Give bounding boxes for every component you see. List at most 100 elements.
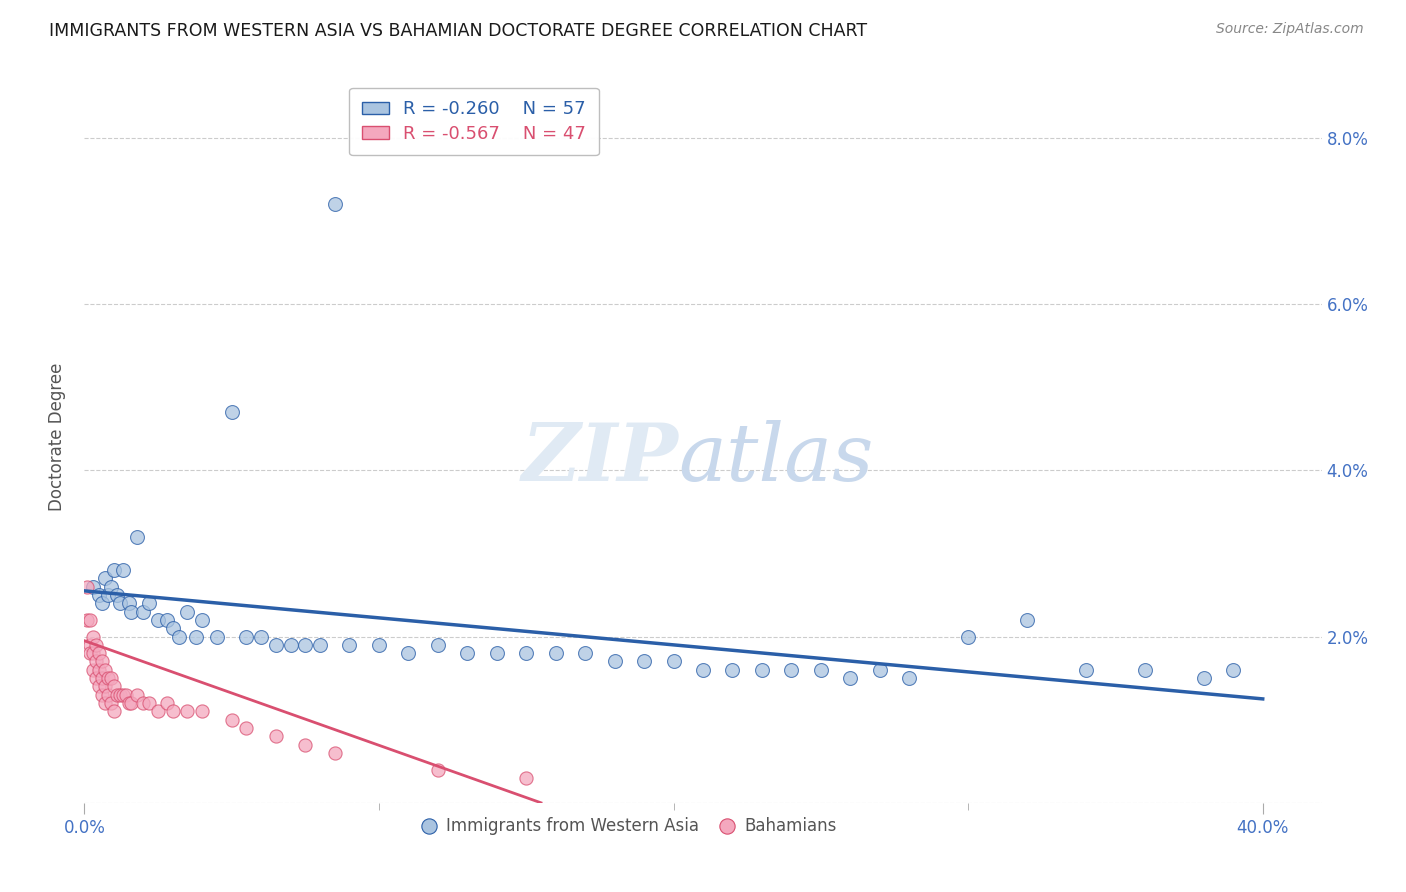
Point (111, 563, 134, 577)
Point (121, 605, 143, 619)
Point (91, 655, 114, 669)
Point (662, 655, 685, 669)
Point (898, 671, 921, 685)
Point (264, 638, 287, 652)
Point (117, 696, 139, 710)
Point (117, 596, 139, 610)
Point (426, 638, 449, 652)
Point (103, 563, 125, 577)
Point (111, 688, 134, 702)
Point (544, 646, 567, 660)
Point (91, 671, 114, 685)
Point (79, 613, 101, 627)
Point (146, 613, 169, 627)
Point (574, 646, 596, 660)
Point (121, 696, 143, 710)
Text: atlas: atlas (678, 420, 873, 498)
Point (339, 638, 361, 652)
Point (138, 596, 160, 610)
Point (162, 621, 184, 635)
Point (94, 680, 117, 694)
Point (1192, 671, 1215, 685)
Point (84, 671, 107, 685)
Point (1133, 663, 1156, 677)
Point (76, 613, 98, 627)
Point (264, 729, 287, 743)
Point (127, 530, 149, 544)
Point (294, 638, 316, 652)
Point (323, 746, 346, 760)
Text: ZIP: ZIP (522, 420, 678, 498)
Point (146, 705, 169, 719)
Point (235, 630, 257, 644)
Point (97, 588, 120, 602)
Point (869, 663, 891, 677)
Point (138, 696, 160, 710)
Point (87, 663, 110, 677)
Point (82, 630, 104, 644)
Point (84, 655, 107, 669)
Point (456, 646, 478, 660)
Point (79, 646, 101, 660)
Point (633, 655, 655, 669)
Point (1015, 613, 1038, 627)
Point (839, 671, 862, 685)
Text: IMMIGRANTS FROM WESTERN ASIA VS BAHAMIAN DOCTORATE DEGREE CORRELATION CHART: IMMIGRANTS FROM WESTERN ASIA VS BAHAMIAN… (49, 22, 868, 40)
Point (692, 663, 714, 677)
Point (100, 671, 122, 685)
Point (87, 680, 110, 694)
Point (94, 696, 117, 710)
Point (76, 580, 98, 594)
Point (1074, 663, 1097, 677)
Point (235, 721, 257, 735)
Point (132, 605, 155, 619)
Point (100, 696, 122, 710)
Point (100, 580, 122, 594)
Point (751, 663, 773, 677)
Point (94, 571, 117, 585)
Point (167, 630, 190, 644)
Point (82, 663, 104, 677)
Point (91, 688, 114, 702)
Point (105, 688, 128, 702)
Point (603, 655, 626, 669)
Point (426, 763, 449, 777)
Point (957, 630, 980, 644)
Point (87, 588, 110, 602)
Point (280, 638, 302, 652)
Point (515, 771, 537, 785)
Point (810, 663, 832, 677)
Point (250, 630, 273, 644)
Point (309, 638, 332, 652)
Point (97, 671, 120, 685)
Point (103, 680, 125, 694)
Point (294, 738, 316, 752)
Point (323, 197, 346, 211)
Point (108, 688, 131, 702)
Point (162, 705, 184, 719)
Point (221, 405, 243, 419)
Point (396, 646, 419, 660)
Legend: Immigrants from Western Asia, Bahamians: Immigrants from Western Asia, Bahamians (415, 811, 844, 842)
Point (721, 663, 744, 677)
Point (87, 646, 110, 660)
Point (114, 688, 136, 702)
Point (221, 713, 243, 727)
Point (84, 638, 107, 652)
Point (108, 596, 131, 610)
Point (79, 638, 101, 652)
Point (368, 638, 391, 652)
Point (176, 705, 198, 719)
Point (94, 663, 117, 677)
Point (176, 605, 198, 619)
Point (780, 663, 803, 677)
Point (105, 588, 128, 602)
Point (103, 705, 125, 719)
Point (97, 688, 120, 702)
Text: Source: ZipAtlas.com: Source: ZipAtlas.com (1216, 22, 1364, 37)
Point (205, 630, 228, 644)
Point (191, 705, 214, 719)
Point (191, 613, 214, 627)
Point (156, 613, 179, 627)
Point (156, 696, 179, 710)
